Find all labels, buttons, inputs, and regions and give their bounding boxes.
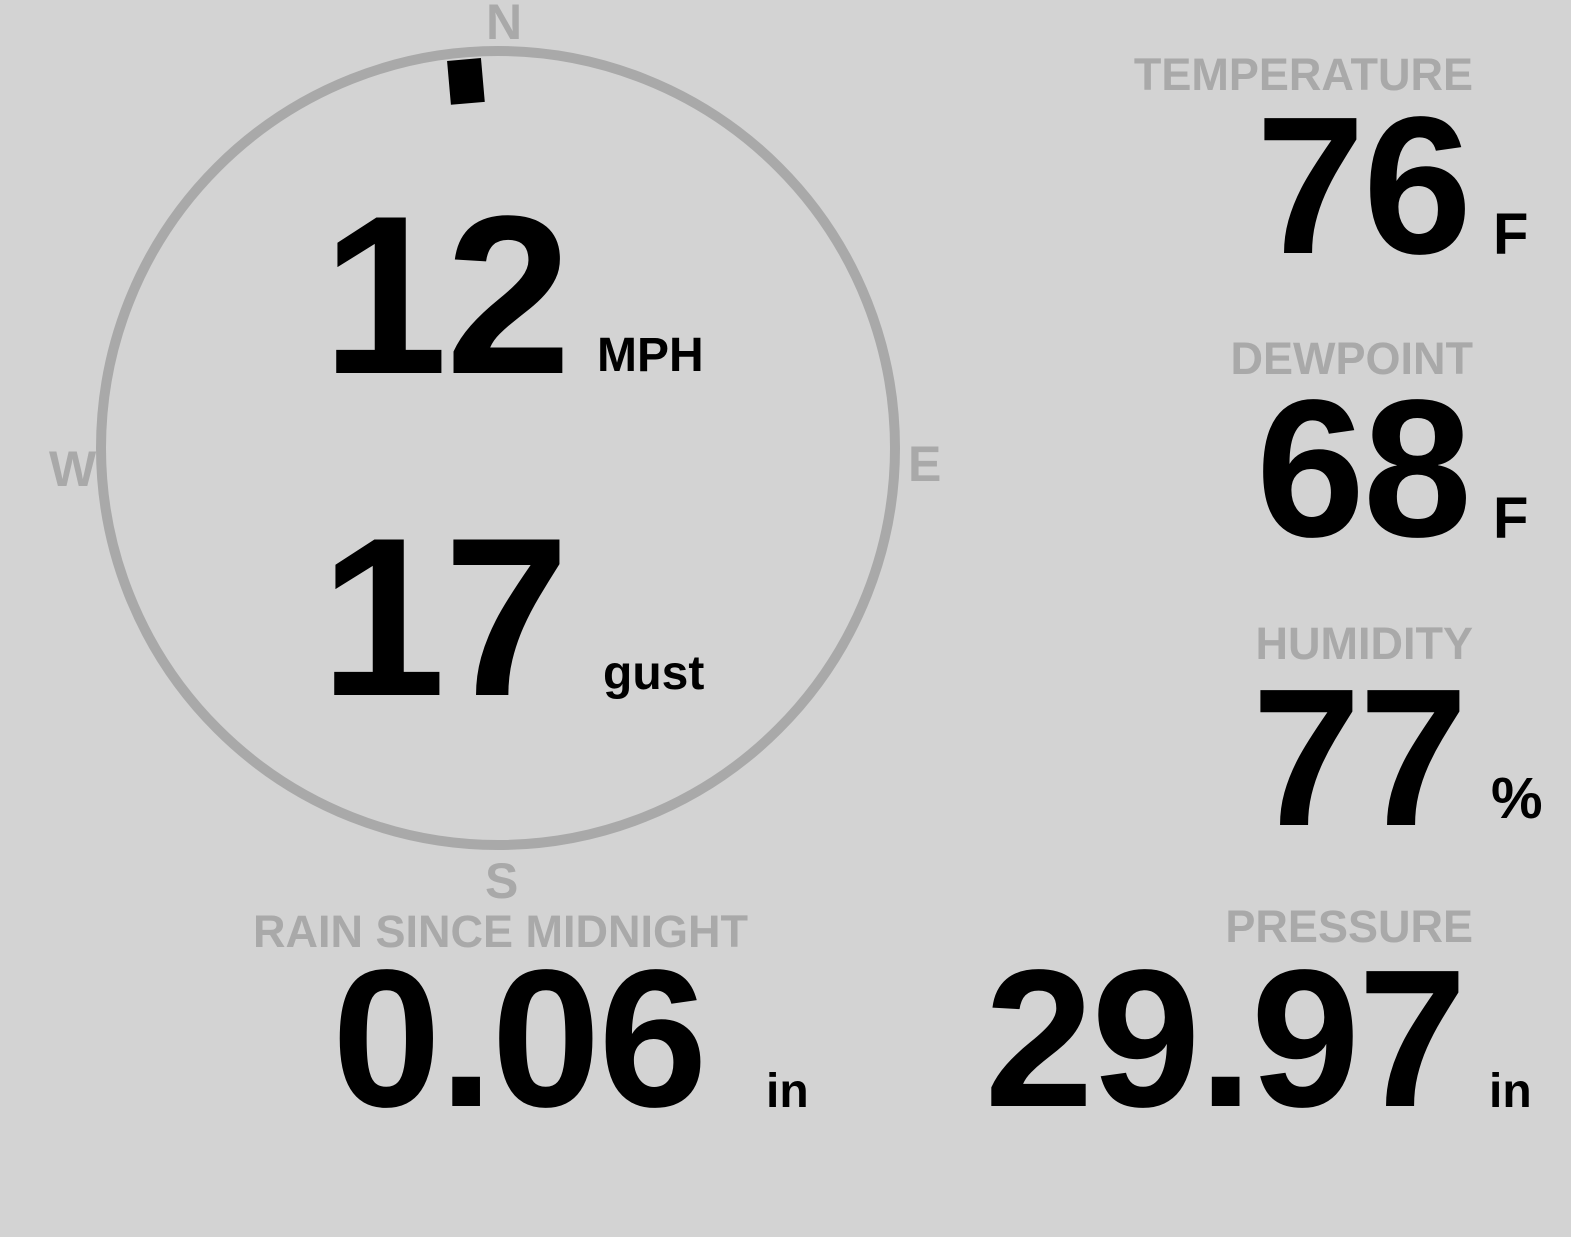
wind-gust-unit: gust bbox=[603, 647, 705, 700]
compass-ring bbox=[96, 46, 900, 850]
rain-value: 0.06 bbox=[332, 929, 707, 1148]
rain-unit: in bbox=[766, 1065, 809, 1118]
humidity-unit: % bbox=[1491, 766, 1543, 831]
wind-speed-unit: MPH bbox=[597, 329, 704, 382]
dewpoint-unit: F bbox=[1493, 486, 1529, 551]
humidity-label: HUMIDITY bbox=[1255, 618, 1474, 669]
wind-speed-value: 12 bbox=[322, 168, 571, 421]
compass-s: S bbox=[485, 853, 519, 909]
temperature-unit: F bbox=[1493, 202, 1529, 267]
compass-w: W bbox=[49, 441, 97, 497]
pressure-value: 29.97 bbox=[984, 929, 1467, 1148]
humidity-value: 77 bbox=[1251, 648, 1468, 867]
dewpoint-value: 68 bbox=[1255, 359, 1472, 578]
wind-direction-marker bbox=[447, 58, 485, 105]
compass-e: E bbox=[908, 436, 942, 492]
wind-gust-value: 17 bbox=[320, 490, 569, 743]
temperature-label: TEMPERATURE bbox=[1133, 49, 1473, 100]
dewpoint-label: DEWPOINT bbox=[1230, 333, 1474, 384]
pressure-label: PRESSURE bbox=[1225, 901, 1473, 952]
pressure-unit: in bbox=[1489, 1065, 1532, 1118]
compass-n: N bbox=[486, 0, 523, 50]
temperature-value: 76 bbox=[1255, 76, 1472, 295]
rain-label: RAIN SINCE MIDNIGHT bbox=[253, 906, 748, 957]
